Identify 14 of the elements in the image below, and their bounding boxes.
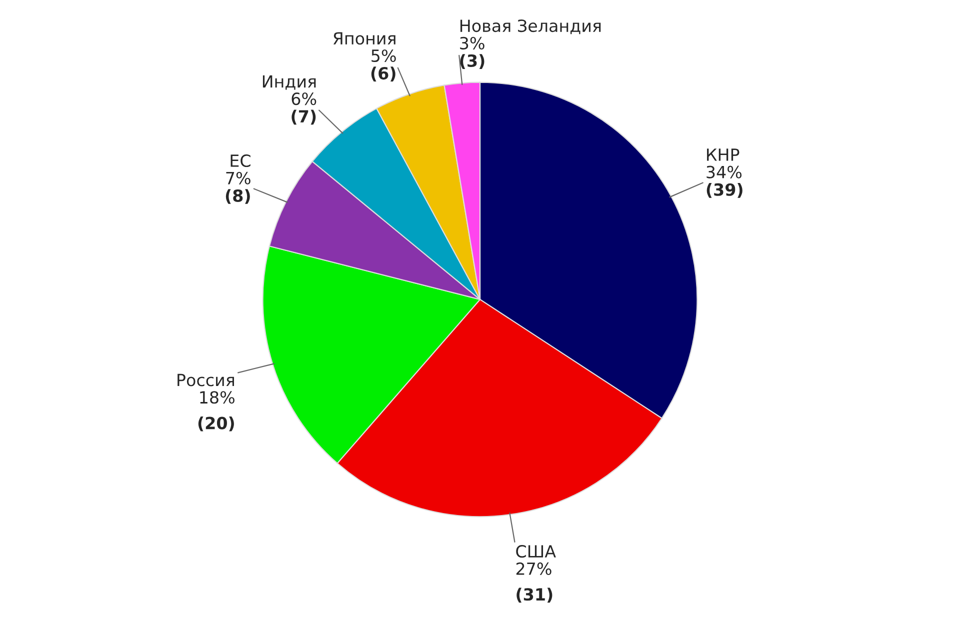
data-label: 18% (20) — [198, 391, 234, 432]
data-label: 34% (39) — [706, 166, 742, 198]
slice-label: ЕС — [230, 154, 250, 168]
data-label: 3% (3) — [460, 36, 484, 69]
data-label: 7% (8) — [226, 172, 250, 204]
slice-label: Россия — [178, 374, 234, 386]
slice-label: КНР — [707, 148, 740, 161]
slice-label: США — [516, 545, 556, 558]
slice-label: Индия — [262, 75, 316, 90]
slice-label: Япония — [333, 32, 396, 45]
data-label: 5% (6) — [371, 49, 396, 82]
data-label: 6% (7) — [292, 92, 316, 125]
data-label: 27% (31) — [516, 562, 552, 603]
slice-label: Новая Зеландия — [460, 19, 601, 34]
